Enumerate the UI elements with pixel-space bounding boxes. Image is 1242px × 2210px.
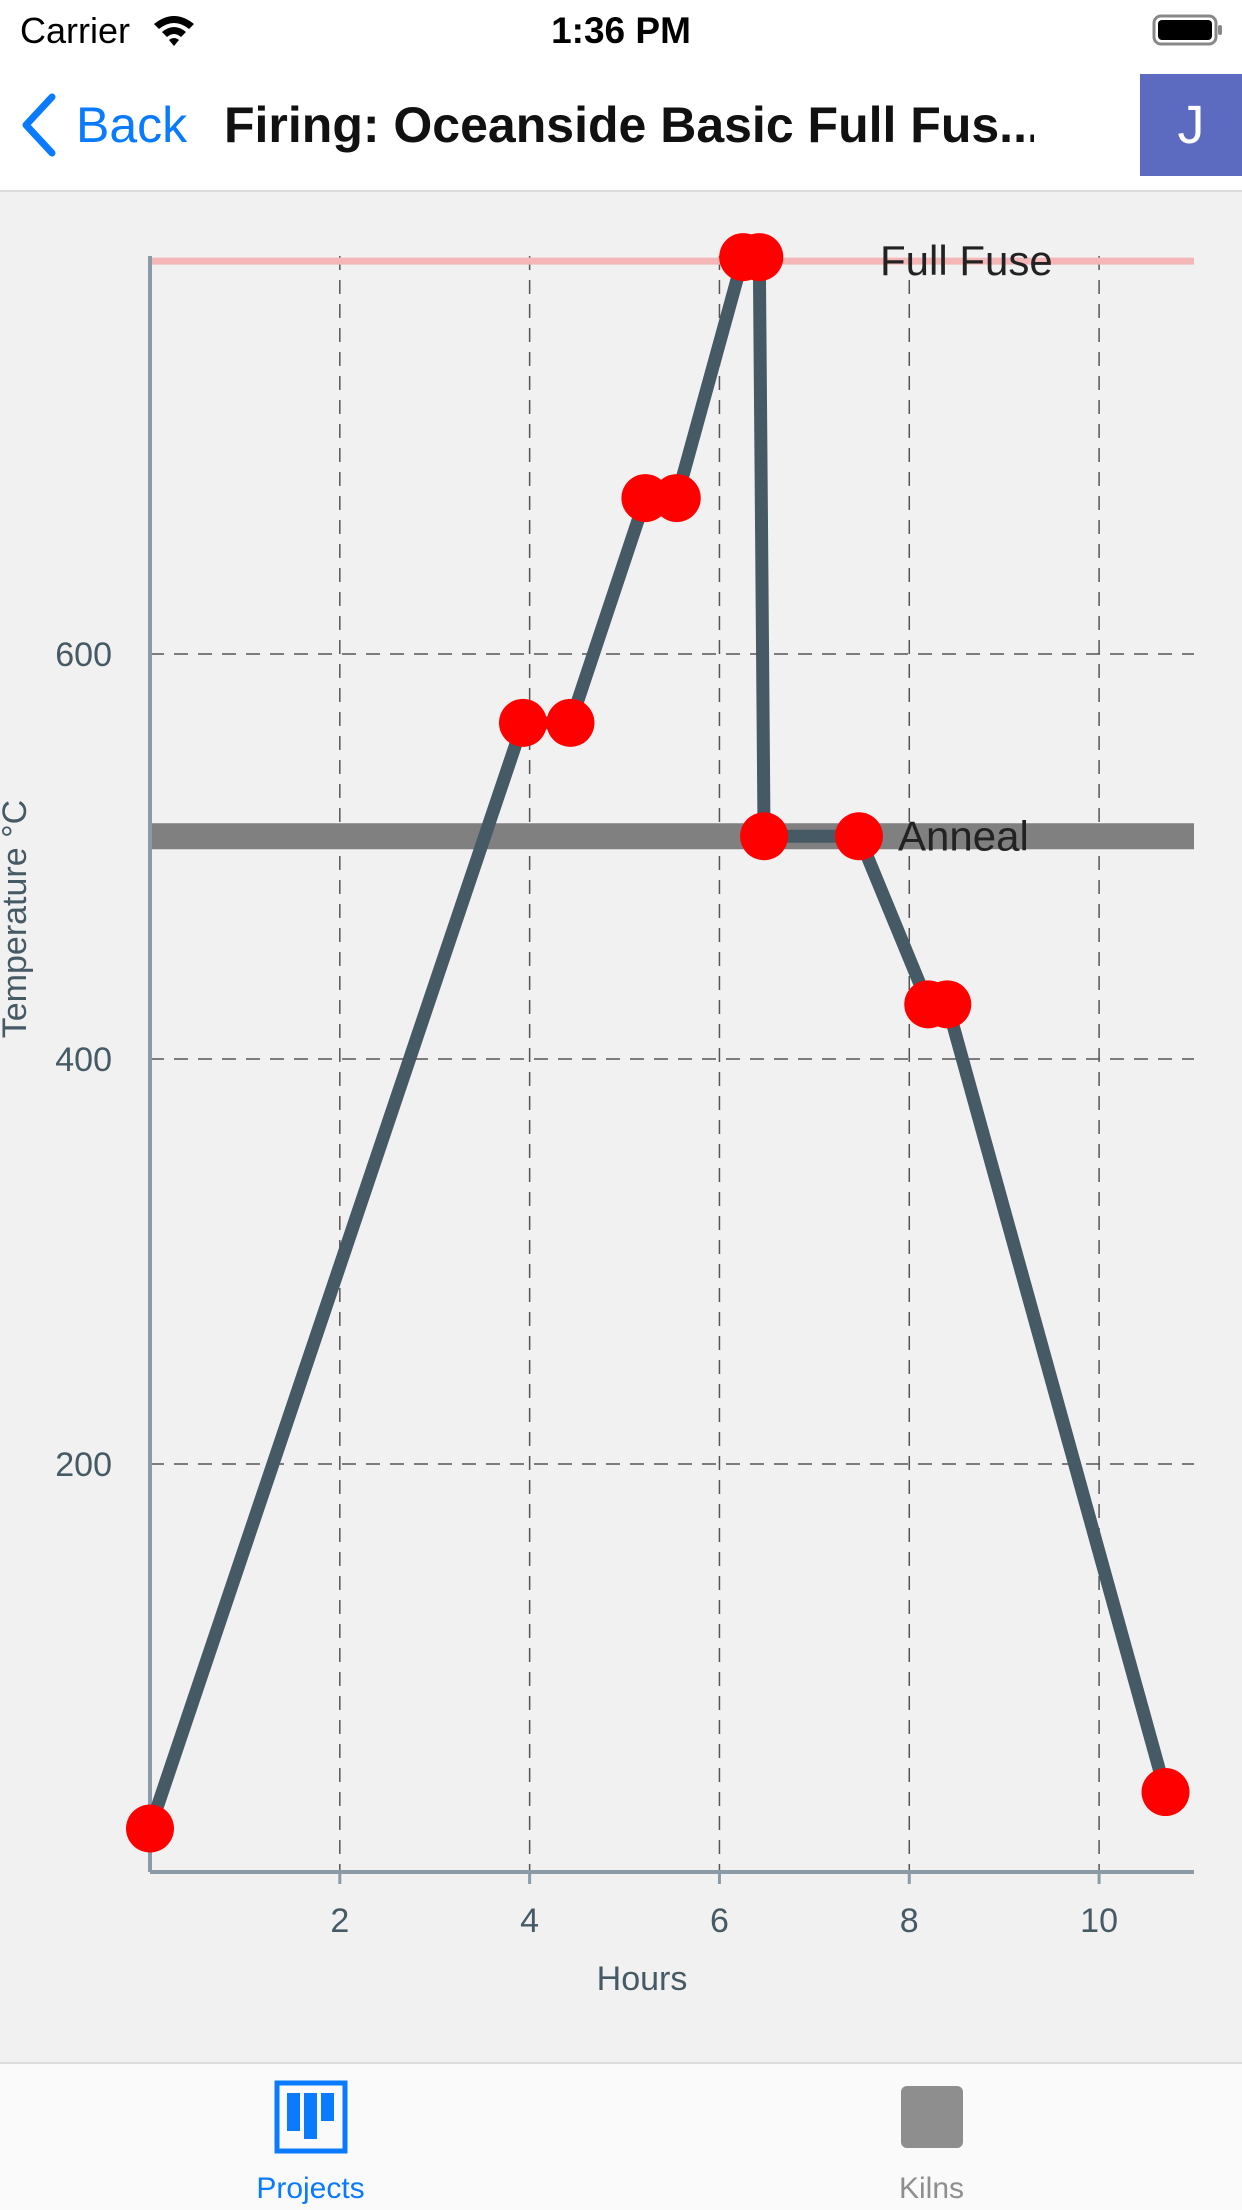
back-button[interactable]: Back: [18, 90, 187, 160]
data-point: [834, 812, 883, 861]
battery-icon: [1152, 14, 1222, 46]
x-tick-label: 10: [1080, 1902, 1118, 1940]
reference-line-label: Anneal: [898, 812, 1029, 859]
data-point: [735, 233, 784, 282]
back-label: Back: [76, 97, 188, 153]
carrier-label: Carrier: [20, 10, 131, 51]
data-point: [1141, 1768, 1190, 1817]
data-point: [652, 474, 701, 523]
page-title: Firing: Oceanside Basic Full Fus...: [224, 97, 1034, 153]
y-tick-label: 200: [55, 1446, 112, 1484]
status-time: 1:36 PM: [551, 10, 691, 51]
tab-kilns[interactable]: Kilns: [621, 2064, 1242, 2210]
tab-projects[interactable]: Projects: [0, 2064, 621, 2210]
chevron-left-icon: [22, 93, 56, 157]
tab-projects-label: Projects: [256, 2172, 365, 2205]
firing-schedule-chart: 2 4 6 8 10 200 400 600 Hours Temperature °C Full F…: [0, 233, 1194, 1998]
x-tick-label: 8: [900, 1902, 919, 1940]
x-tick-label: 6: [710, 1902, 729, 1940]
projects-board-icon: [274, 2080, 347, 2154]
kiln-icon: [900, 2086, 963, 2148]
y-tick-label: 400: [55, 1041, 112, 1079]
data-point: [126, 1804, 174, 1853]
y-tick-label: 600: [55, 636, 112, 674]
status-bar: Carrier 1:36 PM: [0, 0, 1242, 62]
firing-chart: 2 4 6 8 10 200 400 600 Hours Temperature °C Full F…: [0, 192, 1242, 2062]
data-point: [498, 698, 547, 747]
x-tick-label: 2: [330, 1902, 349, 1940]
navigation-bar: Back Firing: Oceanside Basic Full Fus...…: [0, 62, 1242, 192]
data-point: [740, 812, 789, 861]
tab-bar: Projects Kilns: [0, 2062, 1242, 2210]
data-point: [923, 980, 972, 1029]
y-axis-label: Temperature °C: [0, 800, 34, 1038]
reference-line-label: Full Fuse: [880, 237, 1053, 284]
avatar[interactable]: J: [1140, 74, 1242, 176]
wifi-icon: [154, 16, 194, 46]
tab-kilns-label: Kilns: [898, 2172, 965, 2205]
x-tick-label: 4: [520, 1902, 539, 1940]
x-axis-label: Hours: [597, 1960, 688, 1998]
data-point: [546, 698, 595, 747]
